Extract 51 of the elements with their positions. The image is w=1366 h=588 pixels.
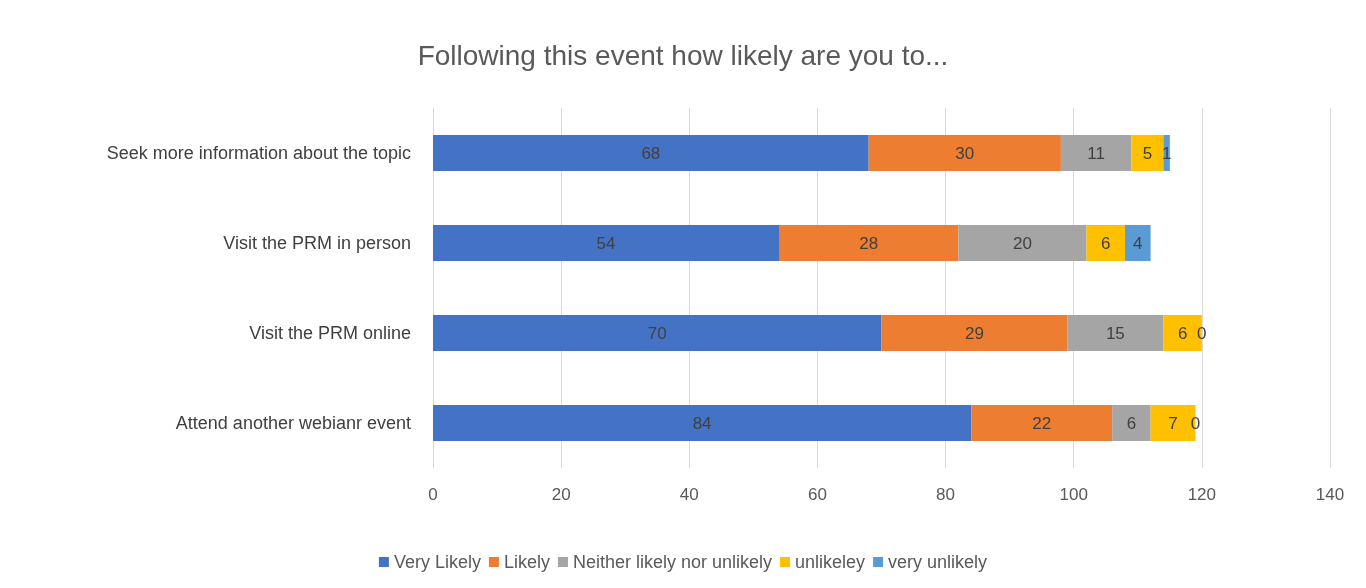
x-tick-label: 40 [679,485,699,504]
data-label: 7 [1168,413,1178,433]
data-label: 84 [692,413,712,433]
data-label: 28 [859,233,879,253]
data-label: 4 [1133,233,1143,253]
data-label: 15 [1105,323,1125,343]
x-tick-label: 120 [1187,485,1217,504]
x-tick-label: 0 [428,485,438,504]
data-label: 6 [1177,323,1188,343]
data-label: 11 [1087,143,1105,163]
data-label: 54 [596,233,616,253]
bar [433,135,869,171]
y-tick-label: Attend another webianr event [175,413,411,433]
bar [1124,225,1151,261]
x-tick-label: 60 [807,485,827,504]
chart-title: Following this event how likely are you to... [417,39,949,71]
bar [433,405,972,441]
data-label: 20 [1013,233,1032,253]
y-tick-label: Visit the PRM in person [223,233,411,253]
bar [1131,135,1164,171]
data-label: 6 [1101,233,1111,253]
data-label: 29 [964,323,984,343]
bar [433,225,779,261]
data-label: 5 [1142,143,1153,163]
data-label: 70 [647,323,667,343]
bar [433,315,882,351]
data-label: 30 [955,143,975,163]
legend-label: Likely [503,552,550,572]
bar [868,135,1061,171]
data-label: 0 [1190,413,1201,433]
bar [1086,225,1125,261]
legend-label: Very Likely [393,552,481,572]
x-tick-label: 100 [1059,485,1088,504]
data-label: 6 [1126,413,1137,433]
legend-label: very unlikely [888,552,988,572]
bar [958,225,1087,261]
x-tick-label: 140 [1315,485,1345,504]
bar [1067,315,1164,351]
x-tick-label: 80 [936,485,956,504]
data-label: 22 [1032,413,1052,433]
bar [778,225,959,261]
y-tick-label: Seek more information about the topic [106,143,411,163]
bar [881,315,1068,351]
bar [971,405,1113,441]
data-label: 68 [641,143,661,163]
bar [1112,405,1151,441]
legend-label: Neither likely nor unlikely [572,552,773,572]
legend-label: unlikeley [795,552,866,572]
x-tick-label: 20 [551,485,571,504]
y-tick-label: Visit the PRM online [249,323,411,343]
bar [1060,135,1132,171]
